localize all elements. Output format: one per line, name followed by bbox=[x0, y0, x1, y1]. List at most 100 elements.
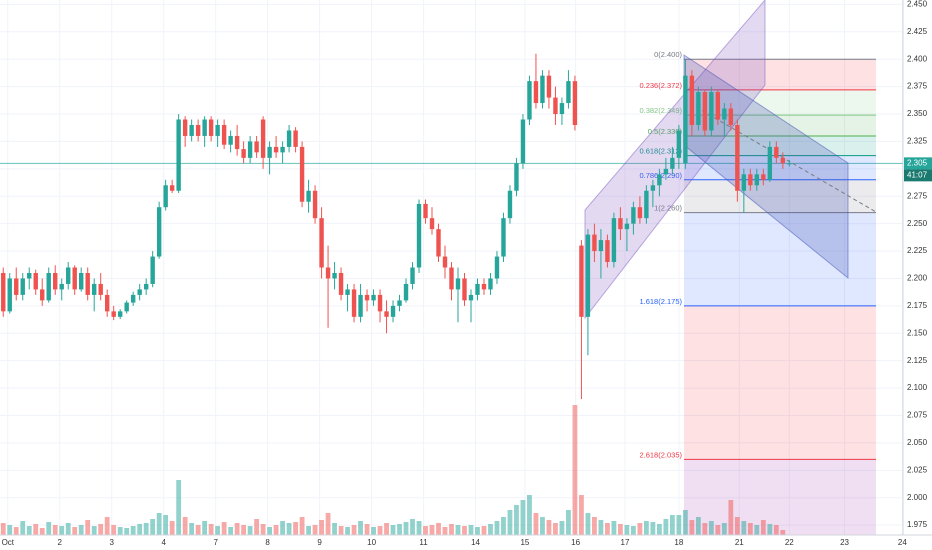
fib-label: 2.618(2.035) bbox=[639, 450, 682, 459]
candle-body bbox=[572, 81, 578, 125]
candle-body bbox=[767, 146, 773, 180]
candle-body bbox=[293, 130, 298, 147]
volume-bar bbox=[377, 526, 383, 535]
volume-bar bbox=[299, 517, 305, 535]
y-tick-label: 2.000 bbox=[907, 493, 928, 502]
candle-body bbox=[780, 157, 786, 164]
candle-body bbox=[436, 229, 441, 257]
candle-body bbox=[182, 119, 188, 136]
volume-bar bbox=[572, 405, 578, 535]
volume-bar bbox=[728, 500, 734, 535]
volume-bar bbox=[306, 526, 311, 535]
volume-bar bbox=[773, 525, 779, 535]
y-tick-label: 2.100 bbox=[907, 383, 928, 392]
volume-bar bbox=[468, 525, 474, 535]
volume-bar bbox=[46, 522, 52, 535]
volume-bar bbox=[98, 524, 104, 535]
volume-bar bbox=[59, 526, 65, 535]
x-tick-label: 9 bbox=[317, 538, 322, 547]
grid bbox=[0, 0, 903, 535]
candle-body bbox=[254, 141, 259, 153]
candle-body bbox=[40, 289, 45, 301]
volume-bar bbox=[592, 517, 597, 535]
candle-body bbox=[156, 207, 162, 257]
candle-body bbox=[403, 283, 409, 301]
volume-bar bbox=[137, 524, 143, 535]
volume-bar bbox=[319, 520, 324, 535]
candle-body bbox=[722, 108, 727, 120]
candle-body bbox=[761, 174, 766, 180]
candle-body bbox=[462, 278, 467, 301]
volume-bar bbox=[410, 519, 415, 535]
fib-label: 0(2.400) bbox=[654, 50, 682, 59]
y-tick-label: 1.975 bbox=[907, 520, 928, 529]
fib-label: 0.382(2.349) bbox=[639, 106, 682, 115]
x-tick-label: 18 bbox=[674, 538, 683, 547]
countdown-box bbox=[904, 169, 932, 182]
candle-body bbox=[221, 124, 227, 145]
fib-zone bbox=[684, 155, 876, 180]
candle-body bbox=[416, 203, 422, 268]
volume-bar bbox=[462, 526, 467, 535]
volume-bar bbox=[371, 527, 376, 535]
y-tick-label: 2.125 bbox=[907, 356, 928, 365]
volume-bar bbox=[0, 523, 6, 535]
candle-body bbox=[267, 146, 272, 158]
volume-bar bbox=[650, 522, 656, 535]
y-tick-label: 2.225 bbox=[907, 246, 928, 255]
volume-bar bbox=[488, 524, 493, 535]
candle-body bbox=[611, 218, 617, 263]
fib-label: 1(2.260) bbox=[654, 204, 682, 213]
volume-bar bbox=[682, 510, 688, 535]
y-tick-label: 2.200 bbox=[907, 274, 928, 283]
y-tick-label: 2.450 bbox=[907, 0, 928, 8]
x-tick-label: Oct bbox=[2, 538, 15, 547]
fib-zone bbox=[684, 459, 876, 535]
volume-bar bbox=[332, 523, 337, 535]
volume-bar bbox=[176, 480, 182, 535]
candle-body bbox=[423, 203, 428, 219]
y-tick-label: 2.075 bbox=[907, 411, 928, 420]
candle-body bbox=[384, 311, 389, 317]
volume-bar bbox=[566, 510, 571, 535]
candle-body bbox=[559, 103, 565, 115]
y-tick-label: 2.050 bbox=[907, 438, 928, 447]
candle-body bbox=[72, 267, 77, 290]
candle-body bbox=[631, 207, 636, 224]
candle-body bbox=[338, 272, 344, 295]
candle-body bbox=[325, 267, 331, 279]
fib-zone bbox=[684, 212, 876, 306]
volume-bar bbox=[624, 525, 630, 535]
x-tick-label: 16 bbox=[571, 538, 580, 547]
candle-body bbox=[351, 289, 357, 317]
volume-bar bbox=[643, 521, 649, 535]
candle-body bbox=[53, 272, 58, 290]
candle-body bbox=[670, 157, 675, 169]
volume-bar bbox=[20, 521, 26, 535]
volume-bar bbox=[156, 513, 162, 535]
volume-bar bbox=[618, 524, 623, 535]
x-tick-label: 17 bbox=[621, 538, 630, 547]
volume-bar bbox=[312, 525, 318, 535]
candle-body bbox=[605, 240, 610, 263]
candle-body bbox=[208, 119, 214, 136]
volume-bar bbox=[656, 524, 662, 535]
x-tick-label: 10 bbox=[367, 538, 376, 547]
volume-bar bbox=[221, 522, 227, 535]
candle-body bbox=[143, 283, 149, 290]
candle-body bbox=[787, 163, 792, 165]
fib-label: 0.5(2.330) bbox=[648, 127, 683, 136]
candle-body bbox=[637, 207, 643, 219]
volume-bar bbox=[475, 527, 480, 535]
volume-bar bbox=[630, 526, 636, 535]
fib-label: 0.236(2.372) bbox=[639, 81, 682, 90]
volume-bar bbox=[754, 525, 760, 535]
volume-bar bbox=[559, 521, 565, 535]
candle-body bbox=[579, 245, 584, 317]
candle-body bbox=[234, 135, 240, 150]
candle-body bbox=[273, 146, 279, 153]
y-tick-label: 2.425 bbox=[907, 27, 928, 36]
candle-body bbox=[85, 272, 90, 295]
volume-bar bbox=[741, 521, 747, 535]
